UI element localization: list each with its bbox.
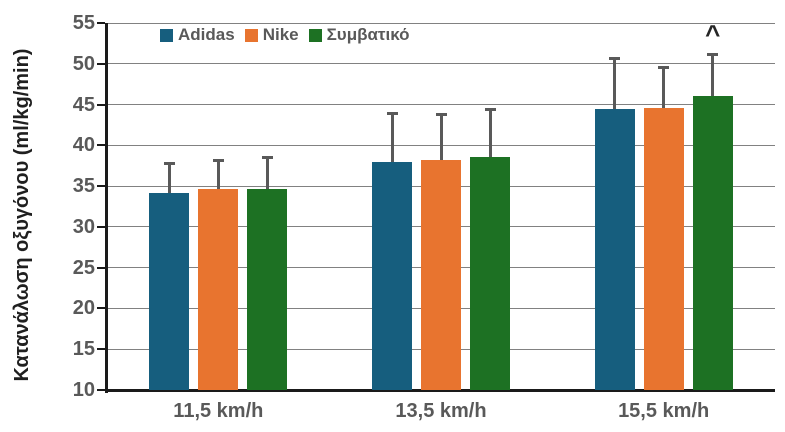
error-bar-line xyxy=(488,109,492,157)
bar-adidas-15,5 km/h xyxy=(594,109,635,390)
y-tick xyxy=(97,307,105,310)
bar-adidas-13,5 km/h xyxy=(372,161,412,390)
legend-item-συμβατικό: Συμβατικό xyxy=(308,25,410,45)
y-tick-label: 25 xyxy=(72,256,95,279)
error-bar-cap xyxy=(386,112,398,116)
error-bar-line xyxy=(613,58,617,110)
bar-adidas-11,5 km/h xyxy=(149,192,190,390)
y-tick xyxy=(97,348,105,351)
y-tick-label: 15 xyxy=(72,338,95,361)
y-tick xyxy=(97,266,105,269)
gridline xyxy=(107,22,775,24)
y-tick-label: 30 xyxy=(72,215,95,238)
y-tick xyxy=(97,103,105,106)
error-bar-line xyxy=(390,113,394,162)
y-tick-label: 35 xyxy=(72,175,95,198)
bar-συμβατικό-11,5 km/h xyxy=(247,189,288,390)
legend-label: Nike xyxy=(262,25,299,44)
bar-συμβατικό-13,5 km/h xyxy=(470,156,510,390)
error-bar-line xyxy=(216,160,220,190)
category-label: 11,5 km/h xyxy=(173,400,264,422)
bar-συμβατικό-15,5 km/h xyxy=(692,95,733,390)
y-tick xyxy=(97,62,105,65)
error-bar-line xyxy=(167,163,171,193)
legend: Adidas Nike Συμβατικό xyxy=(160,25,410,45)
error-bar-line xyxy=(662,67,666,108)
y-axis-title: Κατανάλωση οξυγόνου (ml/kg/min) xyxy=(11,48,33,382)
plot-area: Adidas Nike Συμβατικό ^ 10 15 20 25 30 35 40 45 50… xyxy=(73,12,775,422)
category-label: 13,5 km/h xyxy=(395,400,487,422)
y-tick-label: 45 xyxy=(72,93,95,116)
y-tick-label: 50 xyxy=(72,52,95,75)
legend-label: Συμβατικό xyxy=(326,25,410,44)
bar-nike-11,5 km/h xyxy=(198,189,239,390)
y-tick xyxy=(97,144,105,147)
y-tick-label: 10 xyxy=(72,379,95,401)
y-tick-label: 40 xyxy=(72,134,95,157)
y-axis-line xyxy=(105,23,108,393)
y-tick-label: 20 xyxy=(72,297,95,320)
error-bar-cap xyxy=(609,57,621,61)
gridline xyxy=(107,63,775,65)
legend-item-nike: Nike xyxy=(244,25,299,45)
error-bar-line xyxy=(711,54,715,96)
y-tick-label: 55 xyxy=(72,12,95,34)
error-bar-cap xyxy=(484,107,496,111)
error-bar-cap xyxy=(261,156,273,160)
συμβατικό-legend-swatch-icon xyxy=(308,28,322,42)
error-bar-line xyxy=(439,114,443,160)
gridline xyxy=(107,104,775,106)
error-bar-cap xyxy=(658,65,670,69)
y-tick xyxy=(97,185,105,188)
error-bar-cap xyxy=(435,112,447,116)
error-bar-cap xyxy=(212,159,224,163)
category-label: 15,5 km/h xyxy=(618,400,710,422)
nike-legend-swatch-icon xyxy=(244,28,258,42)
y-tick xyxy=(97,22,105,24)
legend-item-adidas: Adidas xyxy=(160,25,235,45)
x-axis-line xyxy=(105,389,775,392)
adidas-legend-swatch-icon xyxy=(160,28,173,42)
y-tick xyxy=(97,225,105,228)
bar-nike-15,5 km/h xyxy=(643,107,684,390)
error-bar-line xyxy=(265,157,269,190)
bar-nike-13,5 km/h xyxy=(421,160,461,390)
significance-annotation: ^ xyxy=(705,19,721,49)
legend-label: Adidas xyxy=(178,25,235,44)
error-bar-cap xyxy=(707,53,719,57)
y-tick xyxy=(97,389,105,391)
error-bar-cap xyxy=(163,161,175,165)
